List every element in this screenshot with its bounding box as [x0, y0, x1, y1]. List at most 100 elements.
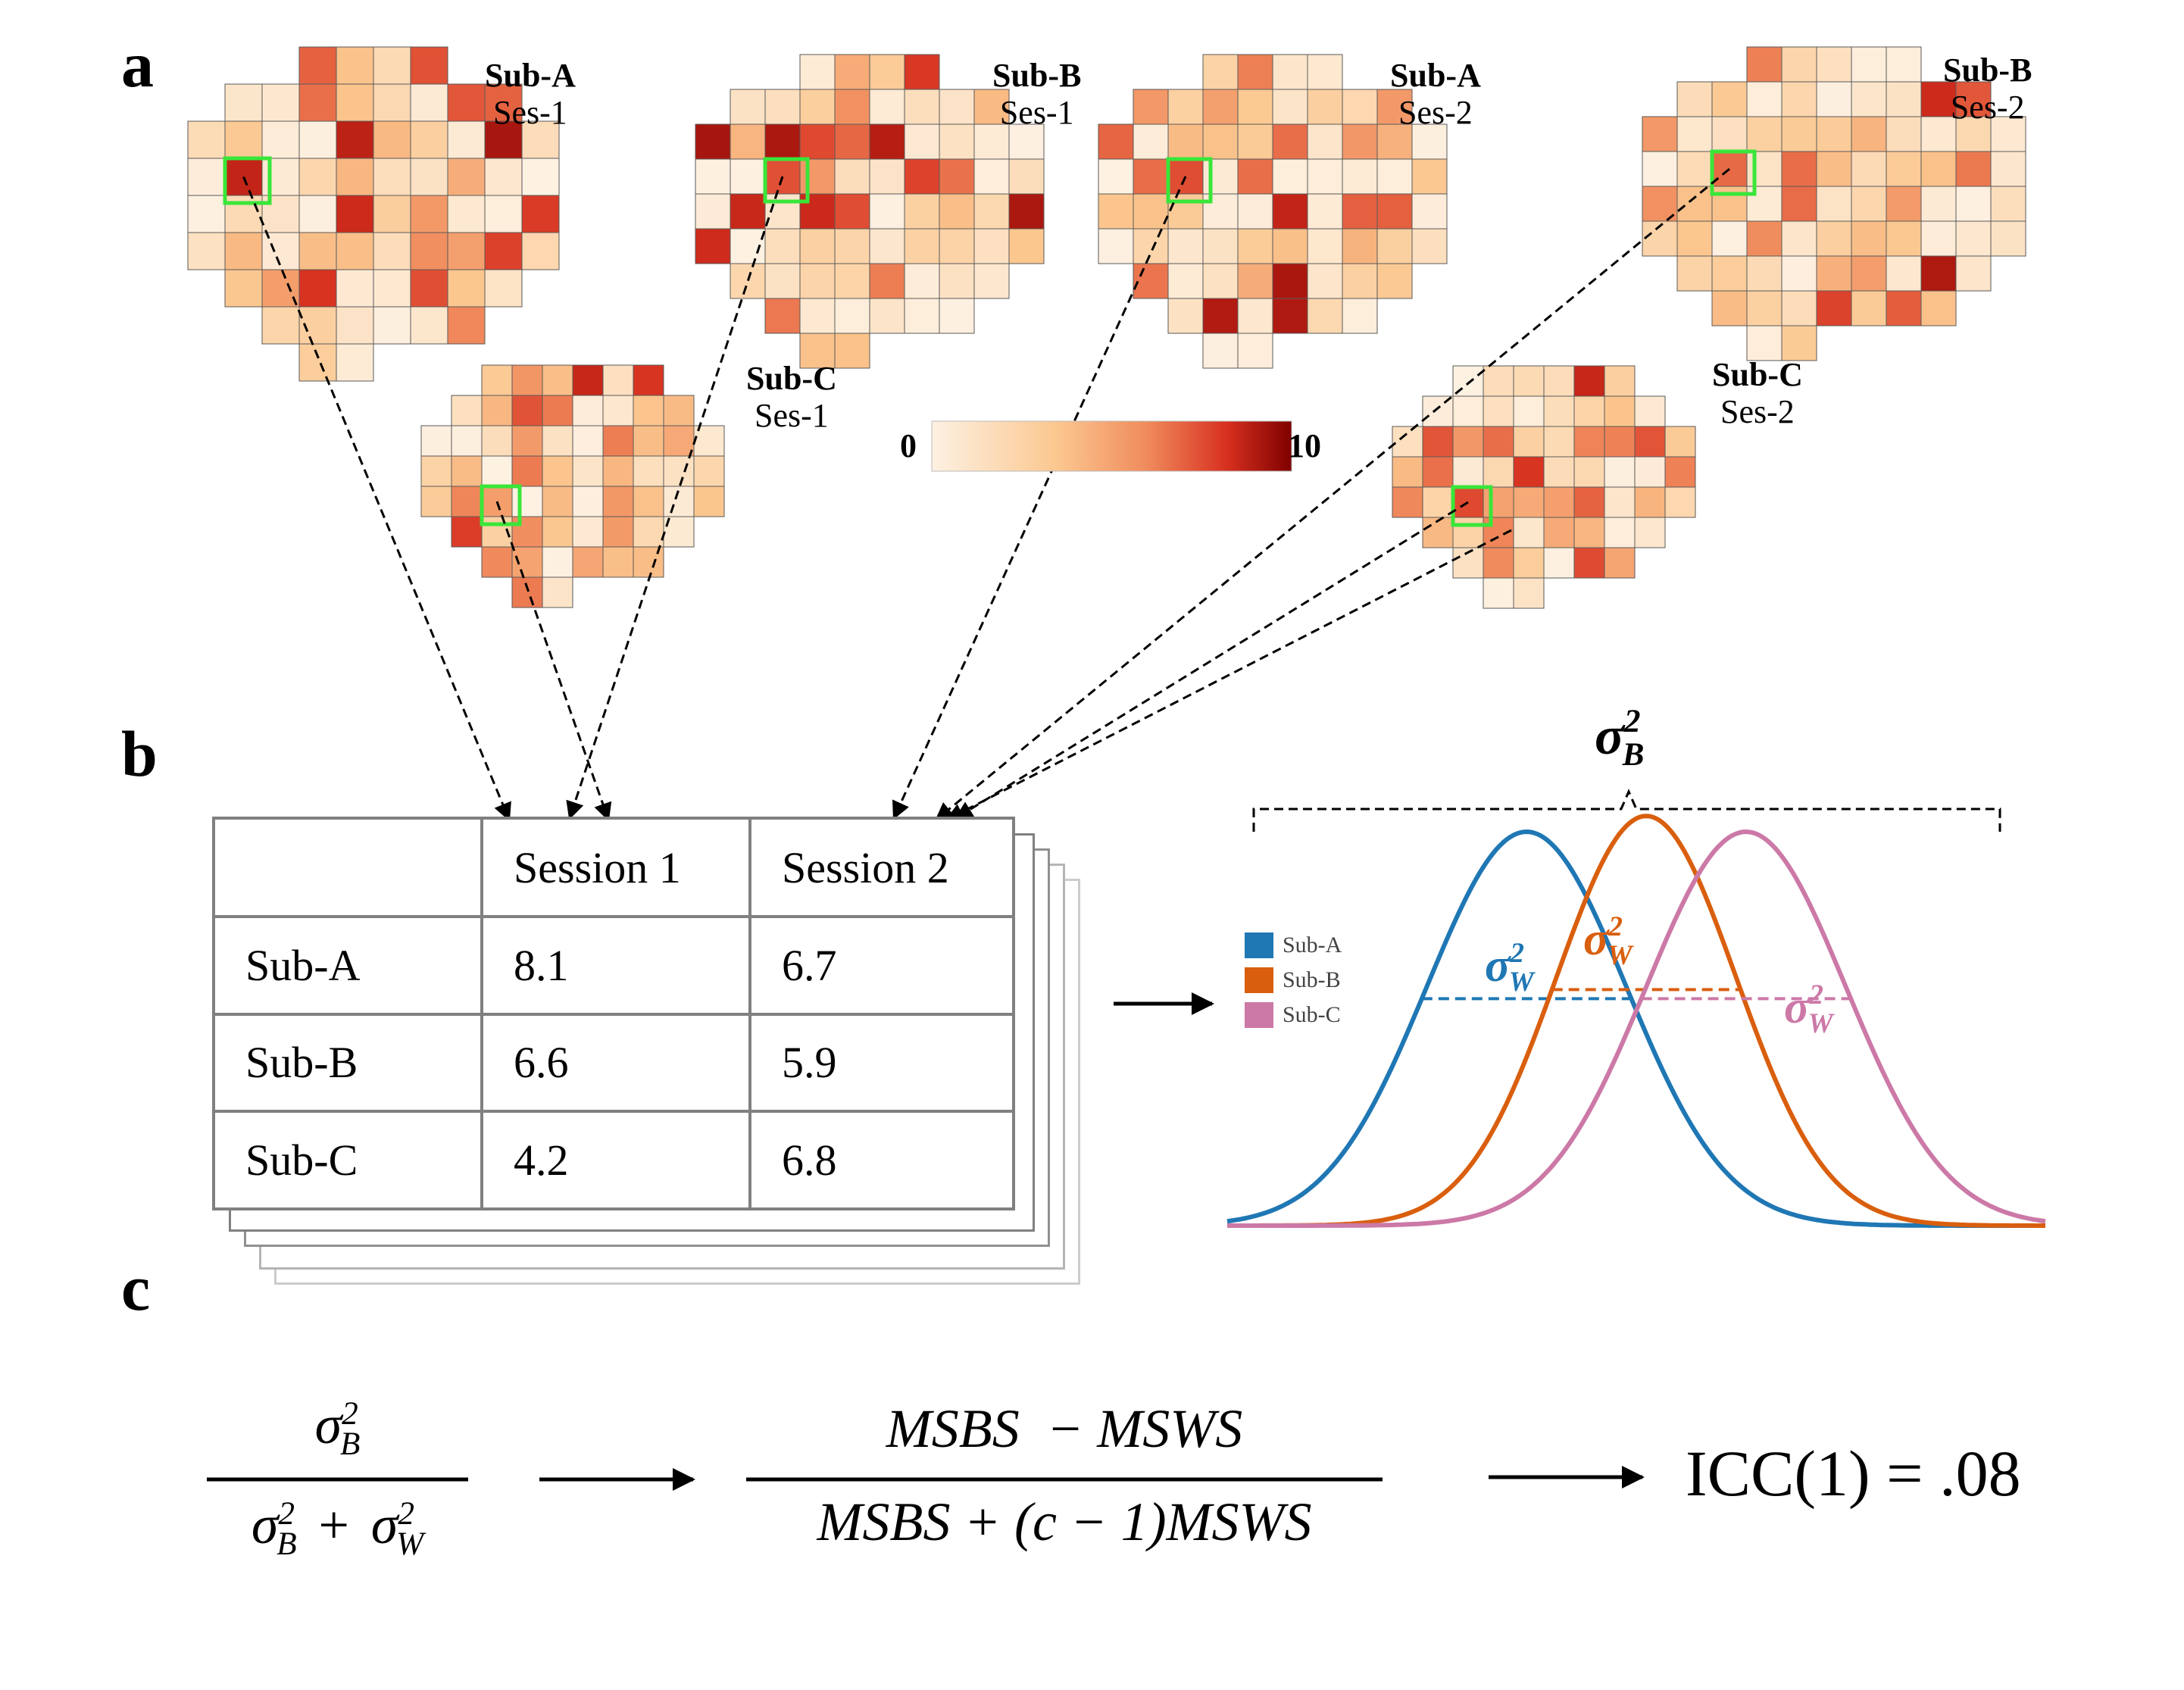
brain-voxel — [799, 193, 836, 230]
brain-voxel — [1816, 220, 1852, 257]
brain-voxel — [1816, 255, 1852, 292]
brain-voxel — [1664, 486, 1696, 518]
brain-voxel — [1920, 151, 1957, 187]
brain-maps — [187, 46, 2026, 609]
brain-voxel — [1746, 255, 1783, 292]
brain-voxel — [939, 89, 975, 125]
brain-voxel — [1604, 426, 1636, 458]
sigma-power: 2 — [1809, 979, 1824, 1011]
sigma-power: 2 — [1608, 911, 1623, 942]
brain-voxel — [1746, 151, 1783, 187]
table-header-row: Session 1 Session 2 — [212, 817, 1015, 918]
brain-voxel — [1307, 298, 1343, 334]
brain-voxel — [1008, 123, 1045, 160]
brain-voxel — [1098, 228, 1134, 264]
brain-voxel — [1272, 89, 1308, 125]
sigma-symbol: σ — [1784, 982, 1810, 1033]
brain-voxel — [187, 195, 226, 233]
brain-voxel — [602, 364, 634, 396]
brain-voxel — [511, 516, 543, 548]
brain-voxel — [298, 343, 337, 382]
session-label: Ses-1 — [755, 397, 829, 435]
brain-voxel — [1676, 81, 1713, 117]
brain-voxel — [1543, 456, 1575, 488]
brain-voxel — [420, 455, 452, 487]
table-cell: 8.1 — [480, 915, 751, 1016]
brain-voxel — [1342, 298, 1378, 334]
brain-voxel — [410, 46, 448, 85]
sigma-power: 2 — [1623, 703, 1641, 739]
brain-voxel — [187, 158, 226, 196]
table-cell: 6.8 — [748, 1110, 1015, 1210]
brain-voxel — [1202, 193, 1239, 230]
brain-voxel — [1483, 547, 1514, 579]
brain-voxel — [1098, 193, 1134, 230]
brain-voxel — [869, 123, 905, 160]
brain-voxel — [904, 298, 940, 334]
brain-voxel — [298, 232, 337, 270]
brain-voxel — [1376, 228, 1413, 264]
brain-voxel — [1886, 220, 1922, 257]
legend-item-sub-b: Sub-B — [1245, 963, 1342, 998]
brain-voxel — [1307, 89, 1343, 125]
brain-voxel — [1851, 151, 1887, 187]
brain-voxel — [1711, 220, 1748, 257]
brain-voxel — [602, 455, 634, 487]
brain-voxel — [1202, 228, 1239, 264]
brain-map — [187, 46, 560, 382]
sigma-power: 2 — [1510, 937, 1525, 969]
brain-voxel — [1573, 395, 1605, 427]
brain-label-sub-a-ses-1: Sub-A Ses-1 — [485, 57, 576, 132]
brain-voxel — [447, 120, 486, 159]
brain-voxel — [1133, 158, 1169, 195]
subject-label: Sub-A — [1390, 57, 1481, 94]
brain-voxel — [1342, 89, 1378, 125]
brain-voxel — [1816, 186, 1852, 222]
brain-voxel — [336, 83, 374, 122]
brain-voxel — [336, 195, 374, 233]
brain-voxel — [1237, 123, 1273, 160]
brain-voxel — [834, 158, 870, 195]
legend-label: Sub-B — [1283, 967, 1341, 992]
legend: Sub-A Sub-B Sub-C — [1245, 928, 1342, 1032]
brain-voxel — [1202, 54, 1239, 90]
sigma-subscript: B — [339, 1426, 361, 1463]
brain-voxel — [799, 298, 836, 334]
legend-item-sub-a: Sub-A — [1245, 928, 1342, 963]
brain-voxel — [1604, 547, 1636, 579]
brain-voxel — [373, 120, 411, 159]
sigma-symbol: σ — [1583, 914, 1609, 965]
brain-voxel — [1781, 116, 1817, 152]
gaussian-curve — [1227, 814, 2045, 1228]
brain-voxel — [834, 263, 870, 299]
brain-voxel — [633, 425, 664, 457]
distribution-plot — [1226, 789, 2046, 1228]
brain-voxel — [298, 158, 337, 196]
brain-voxel — [447, 306, 486, 345]
brain-voxel — [447, 83, 486, 122]
brain-voxel — [1816, 81, 1852, 117]
brain-voxel — [1342, 158, 1378, 195]
brain-voxel — [1513, 486, 1545, 518]
brain-voxel — [1237, 193, 1273, 230]
brain-voxel — [1167, 193, 1204, 230]
brain-voxel — [511, 455, 543, 487]
table-cell: 6.7 — [748, 915, 1015, 1016]
legend-label: Sub-A — [1283, 932, 1342, 957]
brain-voxel — [764, 298, 801, 334]
brain-map — [1642, 46, 2026, 361]
brain-voxel — [1816, 290, 1852, 326]
brain-voxel — [511, 576, 543, 608]
brain-voxel — [261, 83, 300, 122]
session-value-table: Session 1 Session 2 Sub-A 8.1 6.7 Sub-B … — [212, 817, 1015, 1210]
table-header-cell — [212, 817, 483, 918]
brain-voxel — [1990, 116, 2026, 152]
sigma-w-label-sub-a: σ2W — [1485, 937, 1534, 998]
roi-highlight-box — [763, 157, 810, 204]
legend-label: Sub-C — [1283, 1002, 1341, 1027]
brain-voxel — [1133, 123, 1169, 160]
sigma-subscript: W — [1508, 967, 1534, 998]
brain-voxel — [1711, 186, 1748, 222]
brain-voxel — [1452, 426, 1484, 458]
brain-voxel — [799, 333, 836, 369]
